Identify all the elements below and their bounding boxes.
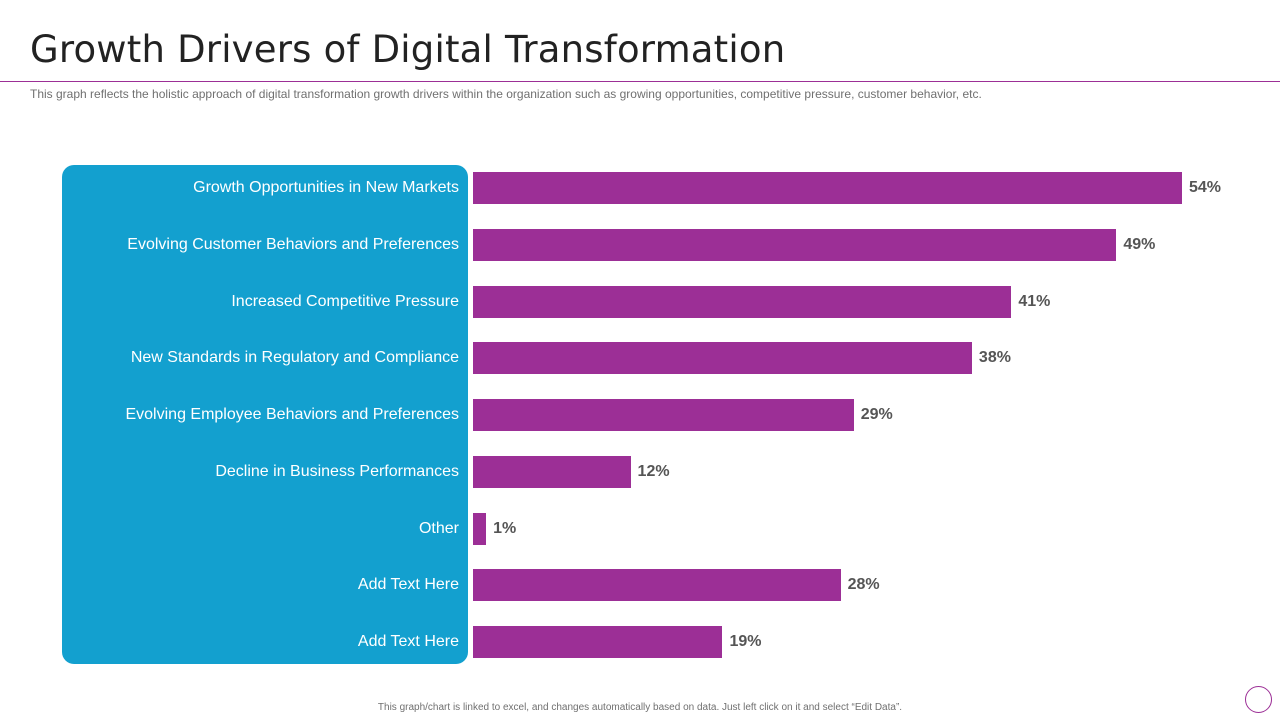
bar[interactable]: [473, 626, 723, 658]
category-label: Other: [418, 519, 459, 537]
bar[interactable]: [473, 342, 972, 375]
category-label-panel: [62, 165, 468, 664]
bar-value-label: 28%: [847, 576, 880, 594]
footnote: This graph/chart is linked to excel, and…: [377, 702, 903, 713]
category-label: New Standards in Regulatory and Complian…: [130, 349, 459, 367]
category-label: Decline in Business Performances: [215, 462, 459, 480]
category-label: Evolving Employee Behaviors and Preferen…: [125, 406, 459, 423]
page-title: Growth Drivers of Digital Transformation: [30, 28, 786, 71]
category-label: Add Text Here: [357, 576, 459, 594]
category-label: Evolving Customer Behaviors and Preferen…: [127, 235, 459, 253]
bar[interactable]: [473, 228, 1117, 261]
bar[interactable]: [473, 569, 841, 602]
bar-value-label: 1%: [493, 519, 517, 537]
page-subtitle: This graph reflects the holistic approac…: [30, 87, 982, 101]
bar[interactable]: [473, 172, 1182, 204]
corner-circle-icon: [1245, 686, 1272, 713]
bar[interactable]: [473, 399, 854, 431]
bar[interactable]: [473, 285, 1012, 318]
bar[interactable]: [473, 455, 631, 488]
category-label: Growth Opportunities in New Markets: [193, 179, 459, 196]
bar-value-label: 49%: [1123, 235, 1156, 253]
category-label: Add Text Here: [357, 633, 459, 650]
bar-value-label: 12%: [637, 462, 670, 480]
category-label: Increased Competitive Pressure: [231, 292, 459, 310]
bar-value-label: 41%: [1018, 292, 1051, 310]
bar[interactable]: [473, 512, 487, 545]
bar-value-label: 19%: [729, 633, 762, 650]
bar-value-label: 29%: [860, 406, 893, 423]
bar-value-label: 54%: [1189, 179, 1222, 196]
title-divider: [0, 81, 1280, 82]
bar-value-label: 38%: [978, 349, 1011, 367]
